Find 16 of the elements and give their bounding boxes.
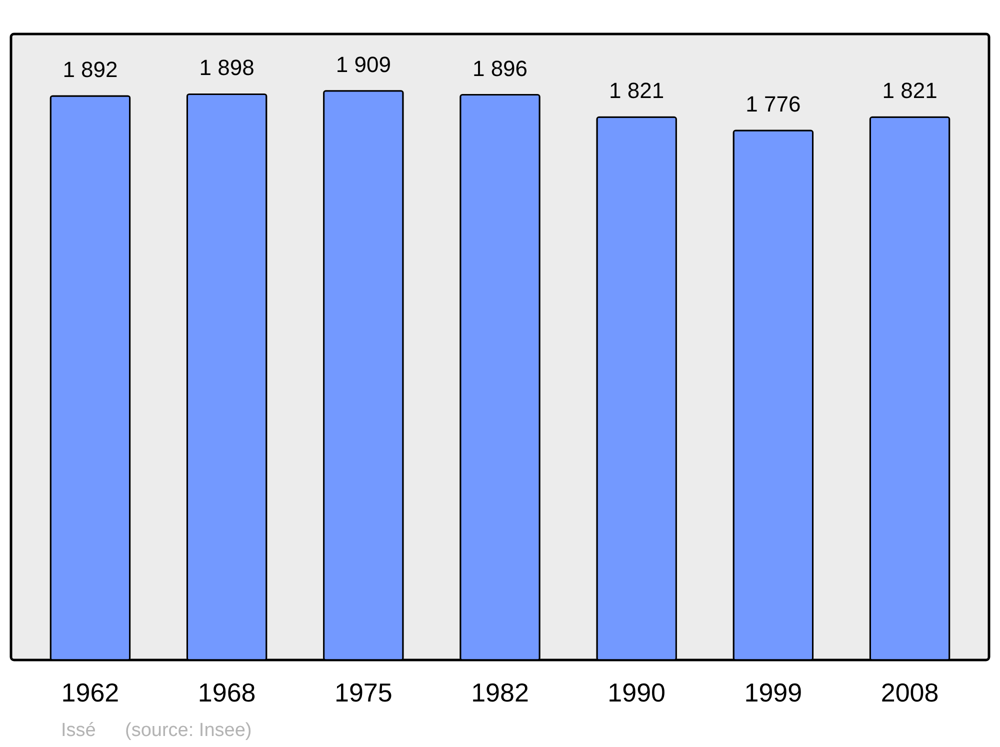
data-label: 1 892 — [62, 56, 118, 82]
data-label: 1 821 — [882, 78, 938, 104]
data-label: 1 909 — [336, 52, 391, 77]
x-tick-label: 2008 — [880, 678, 939, 708]
text: Issé — [61, 720, 96, 741]
x-tick-label: 1962 — [61, 678, 120, 708]
data-label: 1 898 — [199, 55, 254, 80]
data-label: 1 896 — [472, 56, 528, 81]
x-tick-label: 1975 — [334, 678, 392, 708]
x-tick-label: 1982 — [471, 678, 529, 708]
x-tick-label: 1968 — [198, 678, 256, 708]
x-tick-label: 1990 — [608, 678, 666, 708]
x-tick-label: 1999 — [744, 678, 802, 708]
data-label: 1 776 — [746, 92, 801, 117]
text: (source: Insee) — [125, 720, 252, 741]
data-label: 1 821 — [609, 78, 664, 104]
